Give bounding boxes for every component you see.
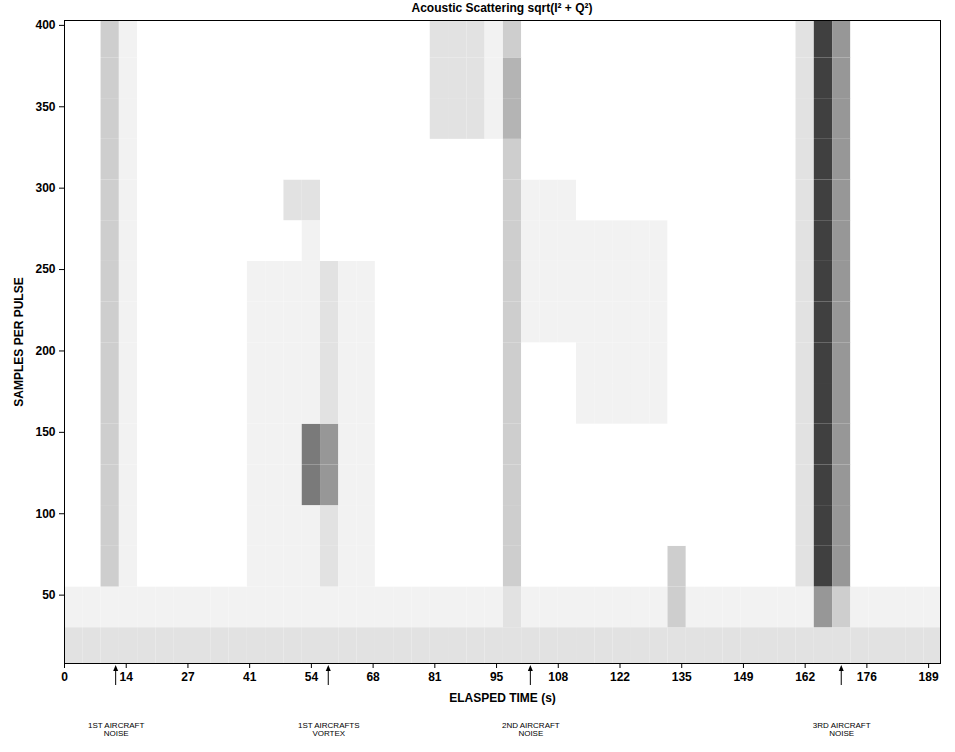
svg-text:SAMPLES PER PULSE: SAMPLES PER PULSE (12, 277, 26, 406)
svg-text:54: 54 (305, 670, 319, 684)
svg-text:176: 176 (857, 670, 877, 684)
svg-text:ELASPED TIME (s): ELASPED TIME (s) (449, 691, 556, 705)
svg-text:122: 122 (610, 670, 630, 684)
svg-text:41: 41 (243, 670, 257, 684)
svg-text:300: 300 (35, 181, 55, 195)
svg-text:250: 250 (35, 262, 55, 276)
svg-text:14: 14 (120, 670, 134, 684)
svg-text:50: 50 (42, 588, 56, 602)
svg-text:350: 350 (35, 100, 55, 114)
svg-text:0: 0 (61, 670, 68, 684)
svg-text:100: 100 (35, 507, 55, 521)
svg-text:162: 162 (795, 670, 815, 684)
svg-text:95: 95 (490, 670, 504, 684)
svg-text:200: 200 (35, 344, 55, 358)
svg-text:3RD AIRCRAFTNOISE: 3RD AIRCRAFTNOISE (813, 721, 871, 738)
html-text:Acoustic Scattering sqrt(I² +: Acoustic Scattering sqrt(I² + Q²) (411, 1, 593, 15)
svg-text:1ST AIRCRAFTNOISE: 1ST AIRCRAFTNOISE (88, 721, 144, 738)
svg-text:189: 189 (919, 670, 939, 684)
svg-text:108: 108 (548, 670, 568, 684)
svg-text:81: 81 (428, 670, 442, 684)
svg-text:150: 150 (35, 425, 55, 439)
svg-text:400: 400 (35, 18, 55, 32)
svg-text:27: 27 (181, 670, 195, 684)
svg-text:1ST AIRCRAFTSVORTEX: 1ST AIRCRAFTSVORTEX (298, 721, 360, 738)
svg-text:135: 135 (672, 670, 692, 684)
svg-text:149: 149 (733, 670, 753, 684)
svg-text:2ND AIRCRAFTNOISE: 2ND AIRCRAFTNOISE (502, 721, 560, 738)
svg-text:68: 68 (366, 670, 380, 684)
